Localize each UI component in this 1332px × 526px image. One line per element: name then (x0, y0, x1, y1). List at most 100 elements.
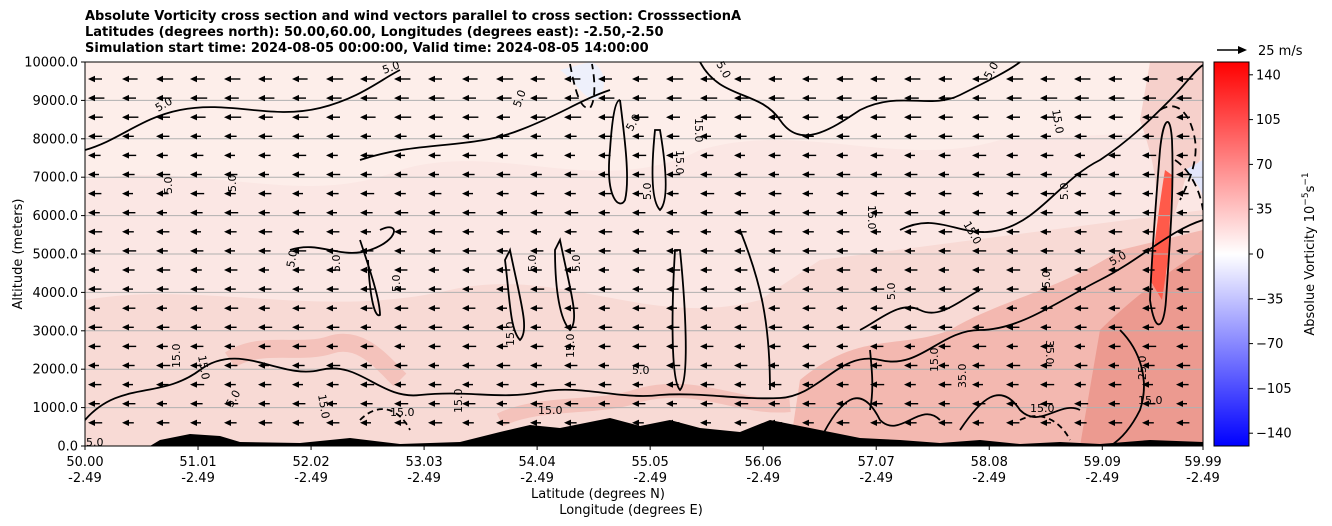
wind-arrow-head (428, 190, 435, 197)
wind-arrow-head (360, 362, 367, 369)
wind-arrow-head (700, 381, 707, 388)
wind-arrow-head (904, 133, 911, 140)
wind-arrow-head (326, 75, 333, 83)
y-tick-label: 10000.0 (24, 56, 78, 71)
wind-arrow-head (360, 247, 367, 255)
wind-arrow-head (938, 324, 945, 331)
x-tick-label-lon: -2.49 (1085, 471, 1119, 486)
colorbar: 140 105 70 35 0 −35 −70 −105 −140 Absolue Vortic… (1213, 61, 1318, 447)
wind-arrow-head (700, 266, 707, 274)
wind-arrow-head (156, 285, 163, 293)
wind-arrow-head (972, 400, 979, 407)
wind-arrow-head (88, 190, 95, 197)
wind-arrow-head (394, 114, 401, 121)
wind-arrow-head (598, 343, 605, 350)
wind-arrow-head (462, 75, 469, 83)
wind-arrow-head (1108, 400, 1115, 407)
wind-arrow-head (802, 419, 809, 426)
wind-arrow-head (802, 75, 809, 83)
wind-arrow-head (1176, 133, 1183, 140)
wind-arrow-head (734, 94, 741, 102)
wind-arrow-head (972, 419, 979, 426)
wind-arrow-head (768, 305, 775, 312)
wind-arrow-head (292, 190, 299, 197)
wind-arrow-head (1176, 190, 1183, 197)
wind-arrow-head (734, 285, 741, 293)
wind-arrow-head (1142, 343, 1149, 350)
wind-arrow-head (462, 133, 469, 140)
wind-arrow-head (462, 400, 469, 407)
wind-arrow-head (564, 190, 571, 197)
contour-label: 15.0 (504, 322, 517, 347)
wind-arrow-head (326, 190, 333, 197)
wind-arrow-head (394, 305, 401, 312)
wind-arrow-head (258, 419, 265, 426)
wind-arrow-head (1142, 285, 1149, 293)
wind-arrow-head (462, 381, 469, 388)
wind-arrow-head (734, 152, 741, 159)
wind-arrow-head (836, 209, 843, 216)
wind-arrow-head (530, 400, 537, 407)
wind-arrow-head (870, 75, 877, 83)
wind-arrow-head (598, 228, 605, 235)
wind-arrow-head (938, 285, 945, 293)
x-tick-label-lat: 57.07 (858, 455, 895, 470)
wind-arrow-head (88, 94, 95, 102)
wind-arrow-head (1040, 114, 1047, 121)
wind-arrow-head (938, 114, 945, 121)
contour-label: 15.0 (673, 150, 686, 175)
wind-arrow-head (598, 75, 605, 83)
wind-arrow-head (1006, 324, 1013, 331)
wind-arrow-head (836, 94, 843, 102)
wind-arrow-head (836, 152, 843, 159)
wind-arrow-head (700, 400, 707, 407)
wind-arrow-head (88, 228, 95, 235)
wind-arrow-head (1142, 324, 1149, 331)
wind-arrow-head (836, 381, 843, 388)
x-tick-label-lat: 54.04 (519, 455, 556, 470)
quiver-key-label: 25 m/s (1258, 44, 1303, 59)
wind-arrow-head (258, 152, 265, 159)
wind-arrow-head (88, 400, 95, 407)
wind-arrow-head (1176, 152, 1183, 159)
wind-arrow-head (1176, 305, 1183, 312)
wind-arrow-head (904, 209, 911, 216)
wind-arrow-head (122, 400, 129, 407)
wind-arrow-head (1176, 247, 1183, 255)
wind-arrow-head (666, 228, 673, 235)
wind-arrow-head (598, 266, 605, 274)
wind-arrow-head (802, 171, 809, 178)
wind-arrow-head (734, 324, 741, 331)
wind-arrow-head (224, 400, 231, 407)
wind-arrow-head (598, 133, 605, 140)
wind-arrow-head (428, 362, 435, 369)
wind-arrow-head (1040, 247, 1047, 255)
x-axis: 50.00-2.4951.01-2.4952.02-2.4953.03-2.49… (66, 446, 1222, 486)
wind-arrow-head (564, 419, 571, 426)
wind-arrow-head (564, 305, 571, 312)
wind-arrow-head (258, 381, 265, 388)
wind-arrow-head (734, 247, 741, 255)
title-line-1: Absolute Vorticity cross section and win… (85, 9, 742, 24)
wind-arrow-head (496, 152, 503, 159)
wind-arrow-head (496, 75, 503, 83)
wind-arrow-head (972, 171, 979, 178)
wind-arrow-head (734, 362, 741, 369)
wind-arrow-head (564, 114, 571, 121)
wind-arrow-head (122, 266, 129, 274)
wind-arrow-head (938, 190, 945, 197)
wind-arrow-head (734, 209, 741, 216)
x-tick-label-lon: -2.49 (1186, 471, 1220, 486)
wind-arrow-head (836, 305, 843, 312)
wind-arrow-head (1040, 75, 1047, 83)
wind-arrow-head (904, 362, 911, 369)
wind-arrow-head (1074, 247, 1081, 255)
wind-arrow-head (632, 343, 639, 350)
wind-arrow-head (1074, 305, 1081, 312)
y-tick-label: 4000.0 (33, 286, 79, 301)
wind-arrow-head (156, 247, 163, 255)
wind-arrow-head (768, 190, 775, 197)
wind-arrow-head (666, 247, 673, 255)
wind-arrow-head (836, 400, 843, 407)
wind-arrow-head (836, 343, 843, 350)
